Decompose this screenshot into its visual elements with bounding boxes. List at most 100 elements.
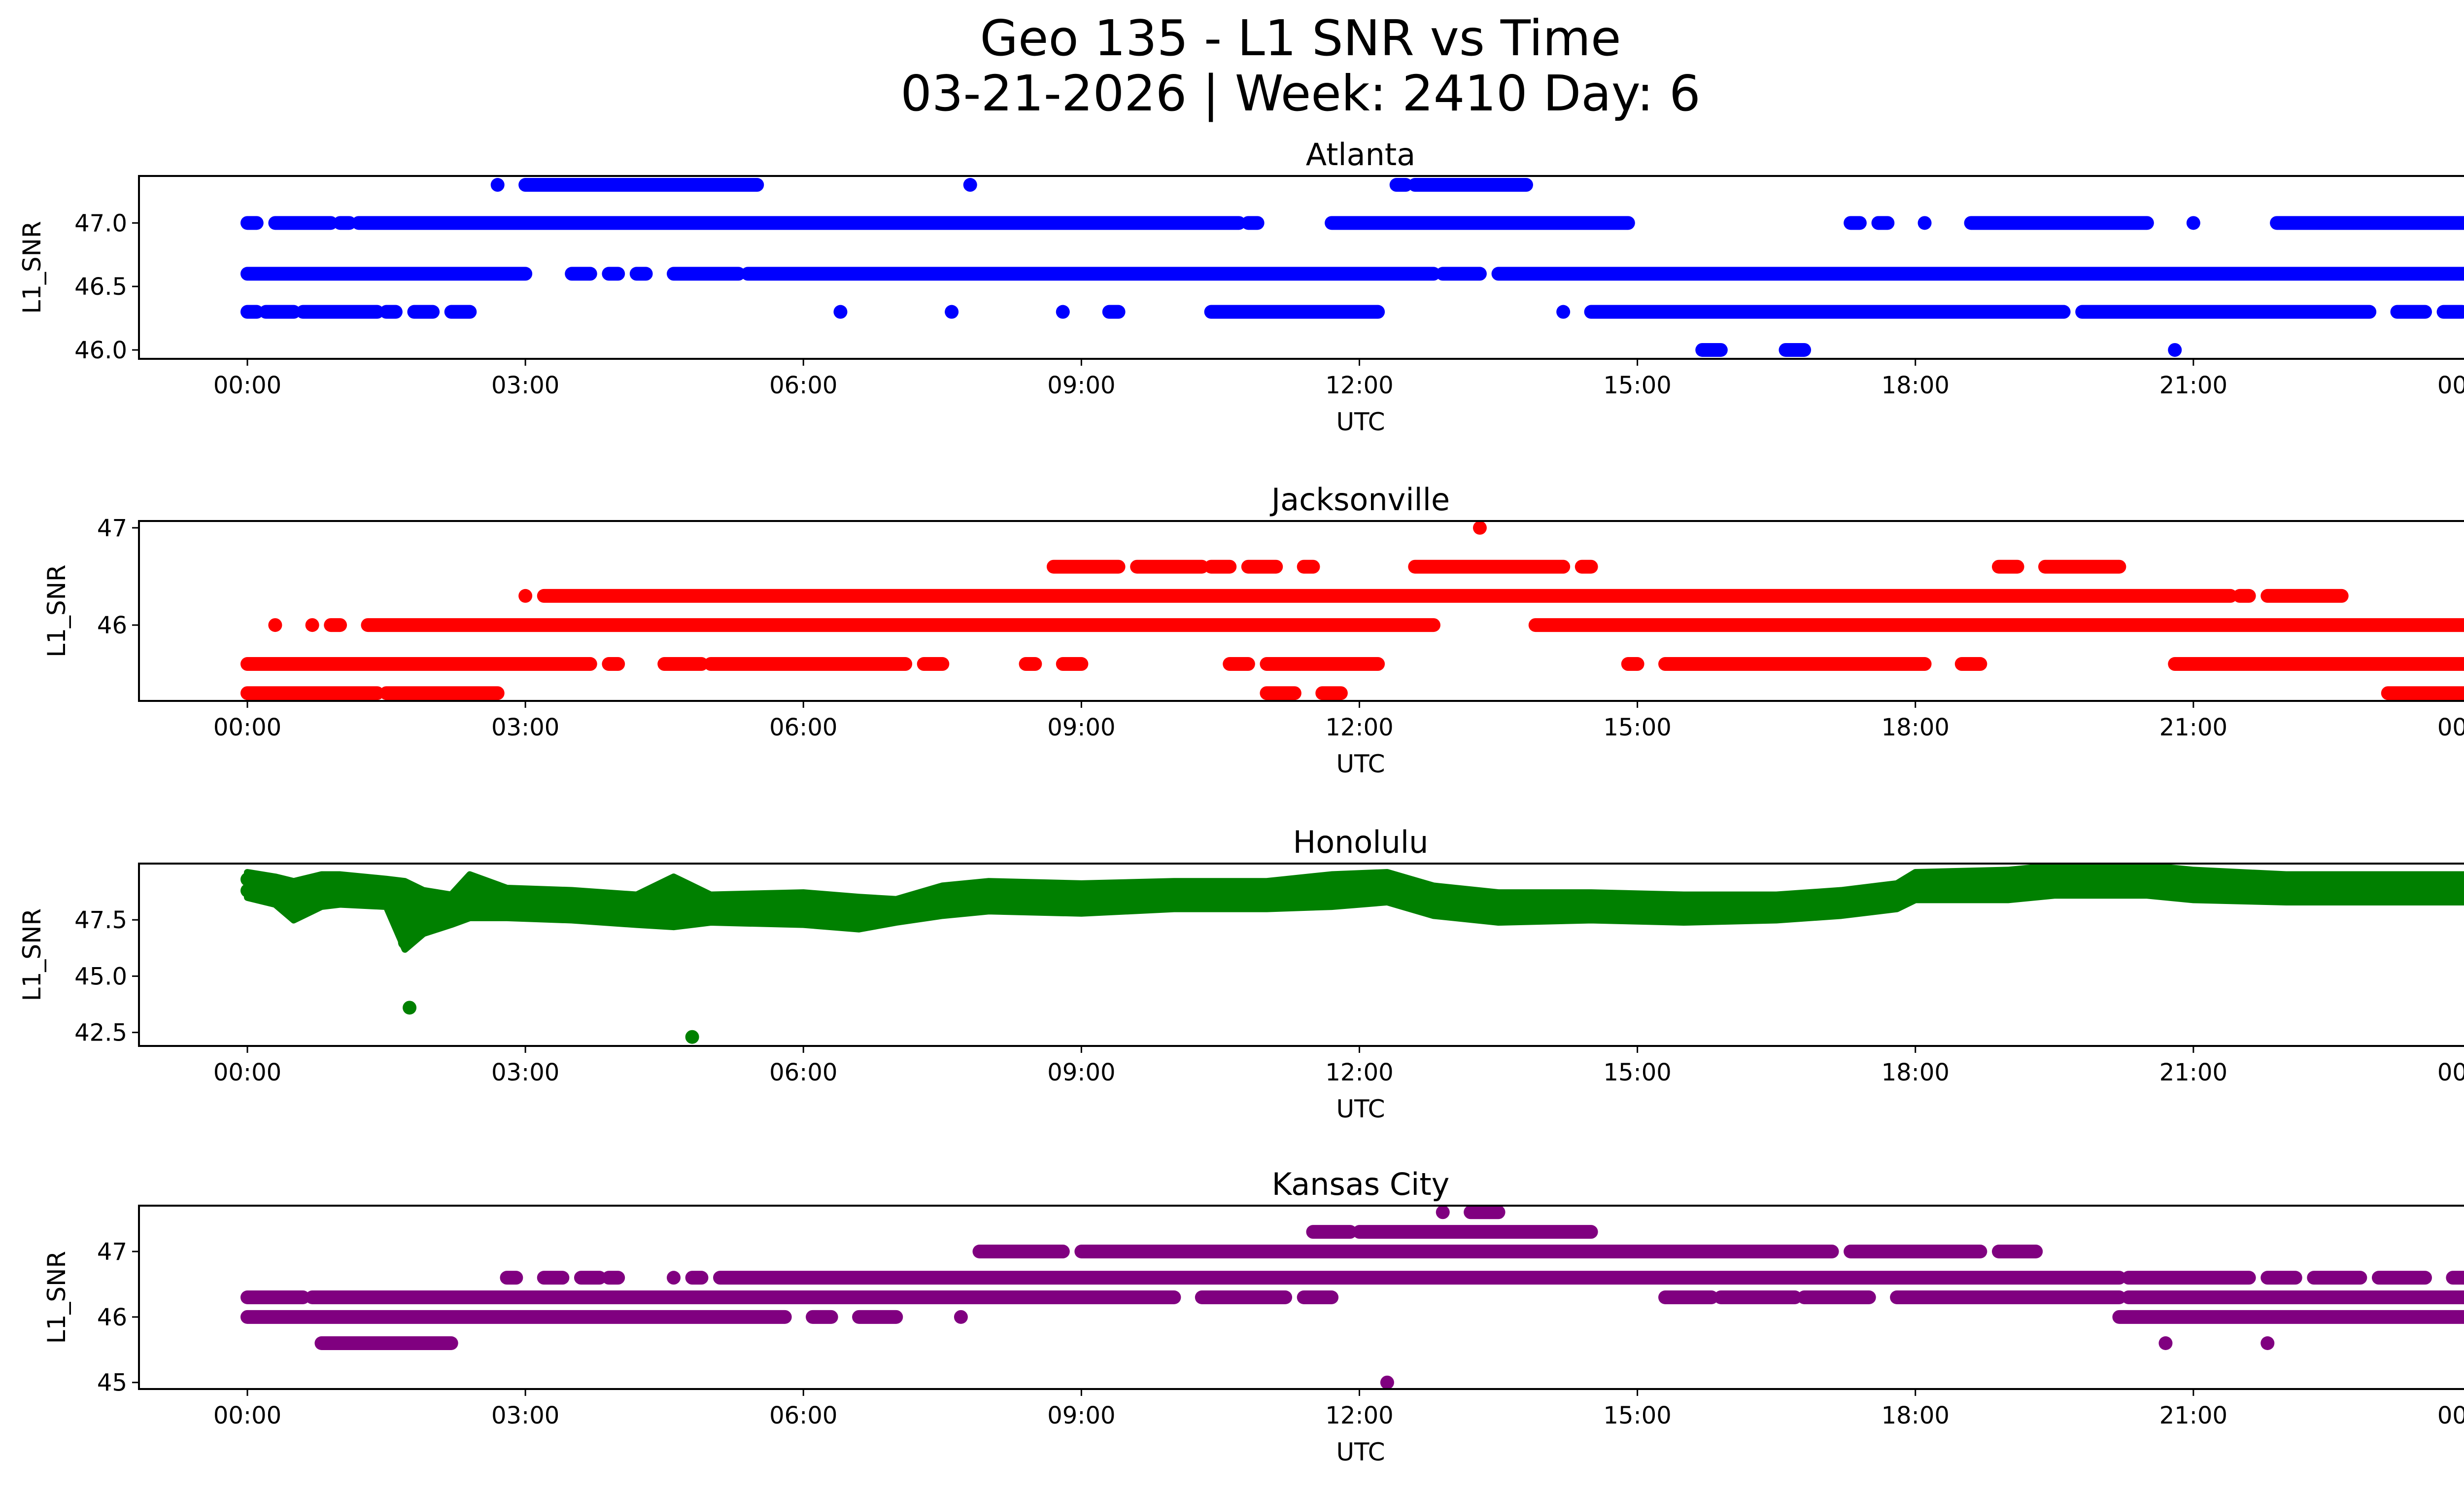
- figure-title-line-2: 03-21-2026 | Week: 2410 Day: 6: [900, 65, 1701, 122]
- data-point: [666, 913, 681, 927]
- data-point: [1167, 881, 1181, 896]
- data-point: [240, 872, 254, 886]
- data-point: [2140, 881, 2154, 896]
- data-point: [1491, 908, 1506, 923]
- data-point: [1556, 305, 1571, 319]
- x-tick-label: 03:00: [491, 372, 559, 399]
- y-axis-label: L1_SNR: [18, 221, 46, 314]
- y-tick-label: 47: [97, 515, 127, 542]
- data-point: [852, 897, 866, 911]
- data-point: [565, 890, 579, 904]
- x-tick-label: 21:00: [2159, 372, 2227, 399]
- subplot-title: Kansas City: [1272, 1166, 1450, 1202]
- data-point: [1834, 902, 1848, 916]
- x-tick-label: 03:00: [491, 714, 559, 741]
- x-tick-label: 09:00: [1047, 1402, 1115, 1429]
- data-point: [314, 893, 329, 907]
- data-point: [2186, 216, 2200, 230]
- data-point: [1167, 895, 1181, 909]
- y-tick-label: 47: [97, 1238, 127, 1266]
- data-point: [629, 910, 644, 925]
- data-point: [1426, 902, 1440, 916]
- x-tick-label: 09:00: [1047, 714, 1115, 741]
- data-point: [2186, 886, 2200, 900]
- data-point: [444, 895, 458, 909]
- data-point: [1436, 1206, 1450, 1219]
- data-point: [379, 879, 394, 893]
- y-tick-label: 47.0: [74, 209, 127, 237]
- x-tick-label: 21:00: [2159, 714, 2227, 741]
- y-tick-label: 45.0: [74, 963, 127, 990]
- data-point: [2001, 886, 2015, 900]
- data-point: [1834, 890, 1848, 904]
- data-point: [268, 877, 282, 891]
- data-point: [1908, 886, 1922, 900]
- data-point: [1056, 305, 1070, 319]
- axes-frame: [138, 520, 2464, 702]
- data-point: [2001, 870, 2015, 884]
- data-point: [518, 589, 533, 603]
- x-tick-label: 06:00: [769, 372, 837, 399]
- data-point: [1890, 895, 1904, 909]
- y-tick-label: 47.5: [74, 906, 127, 934]
- x-tick-label: 00:00: [2437, 714, 2464, 741]
- data-point: [2260, 1336, 2275, 1350]
- data-point: [704, 908, 718, 923]
- y-axis-label: L1_SNR: [18, 908, 46, 1002]
- x-axis-label: UTC: [1336, 1438, 1385, 1466]
- data-point-outlier: [685, 1030, 699, 1044]
- subplot-title: Jacksonville: [1269, 482, 1450, 518]
- data-point: [1380, 888, 1394, 902]
- data-point: [666, 1271, 681, 1285]
- x-tick-label: 15:00: [1603, 714, 1671, 741]
- subplot-atlanta: Atlanta 46.0 46.5 47.0 L1_SNR 00:00 03:00 06:00…: [18, 137, 2464, 436]
- data-point-outlier: [403, 1001, 417, 1015]
- data-point: [463, 874, 477, 889]
- y-axis-label: L1_SNR: [42, 564, 71, 658]
- x-tick-label: 12:00: [1325, 372, 1393, 399]
- data-point: [565, 906, 579, 920]
- y-tick-label: 46.5: [74, 273, 127, 301]
- data-point: [2158, 1336, 2173, 1350]
- x-axis-label: UTC: [1336, 750, 1385, 778]
- data-point: [268, 618, 282, 632]
- x-tick-label: 15:00: [1603, 372, 1671, 399]
- x-tick-label: 03:00: [491, 1402, 559, 1429]
- data-point: [1380, 1375, 1394, 1389]
- x-tick-label: 18:00: [1882, 1402, 1950, 1429]
- data-point: [2168, 343, 2182, 357]
- data-point: [1491, 893, 1506, 907]
- data-point: [982, 881, 996, 896]
- subplot-jacksonville: Jacksonville 46 47 L1_SNR 00:00 03:00 06:00 09:…: [42, 482, 2464, 778]
- data-point: [833, 305, 848, 319]
- x-tick-label: 09:00: [1047, 1059, 1115, 1086]
- subplot-title: Atlanta: [1306, 137, 1415, 173]
- data-point: [2186, 870, 2200, 884]
- x-tick-label: 12:00: [1325, 714, 1393, 741]
- x-tick-label: 12:00: [1325, 1059, 1393, 1086]
- x-tick-label: 09:00: [1047, 372, 1115, 399]
- data-point: [1584, 893, 1598, 907]
- x-tick-label: 06:00: [769, 1059, 837, 1086]
- y-tick-label: 42.5: [74, 1019, 127, 1047]
- figure-title-line-1: Geo 135 - L1 SNR vs Time: [980, 9, 1621, 67]
- y-axis-label: L1_SNR: [42, 1251, 71, 1344]
- data-marks: [240, 864, 2464, 1044]
- data-point: [2047, 866, 2061, 880]
- data-point: [935, 886, 950, 900]
- data-point: [1260, 881, 1274, 896]
- x-tick-label: 18:00: [1882, 1059, 1950, 1086]
- x-tick-label: 12:00: [1325, 1402, 1393, 1429]
- data-point: [963, 178, 977, 192]
- data-point: [1074, 883, 1089, 898]
- x-tick-label: 00:00: [2437, 1402, 2464, 1429]
- x-tick-label: 15:00: [1603, 1059, 1671, 1086]
- axes-frame: [138, 1205, 2464, 1390]
- data-point: [1890, 883, 1904, 898]
- data-point: [2371, 888, 2386, 902]
- axes-frame: [138, 175, 2464, 360]
- data-point: [1908, 872, 1922, 886]
- data-point: [1769, 895, 1783, 909]
- data-point: [704, 895, 718, 909]
- data-point: [333, 874, 347, 889]
